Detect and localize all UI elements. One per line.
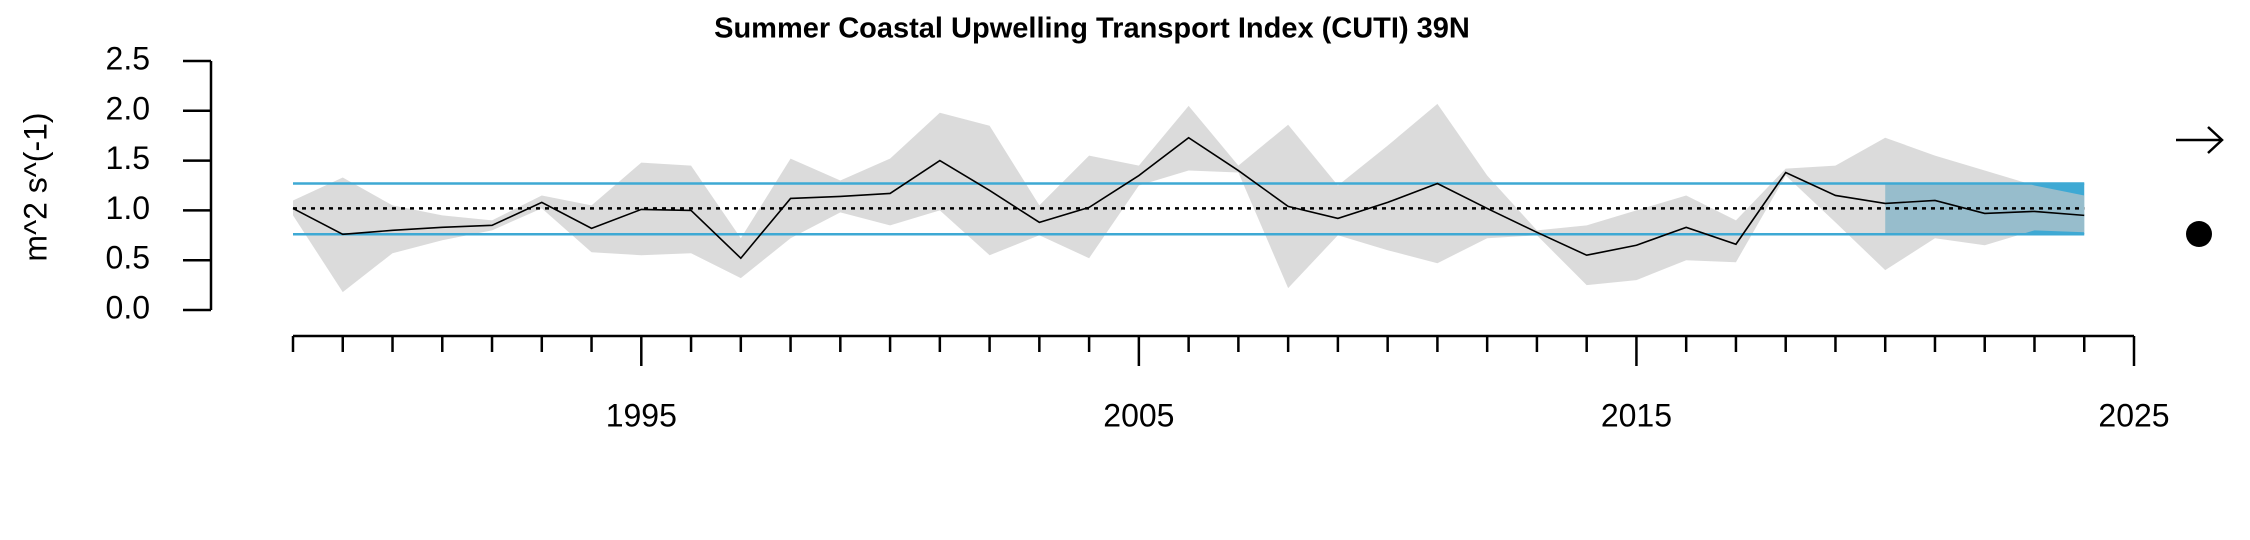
y-tick-label: 0.5 xyxy=(106,240,150,276)
x-tick-label: 2015 xyxy=(1601,397,1672,433)
error-band xyxy=(293,103,2085,293)
y-axis-label: m^2 s^(-1) xyxy=(17,112,53,261)
x-tick-label: 2025 xyxy=(2098,397,2169,433)
y-tick-label: 2.0 xyxy=(106,90,150,126)
chart-title: Summer Coastal Upwelling Transport Index… xyxy=(714,13,1470,45)
y-tick-label: 1.0 xyxy=(106,190,150,226)
data-line xyxy=(292,136,2085,260)
y-tick-label: 0.0 xyxy=(106,289,150,325)
trend-arrow xyxy=(2176,126,2224,154)
y-tick-label: 2.5 xyxy=(106,40,150,76)
x-tick-label: 1995 xyxy=(606,397,677,433)
y-tick-label: 1.5 xyxy=(106,140,150,176)
mean-indicator xyxy=(2186,221,2212,247)
x-tick-label: 2005 xyxy=(1103,397,1174,433)
arrow-head xyxy=(2207,126,2224,154)
